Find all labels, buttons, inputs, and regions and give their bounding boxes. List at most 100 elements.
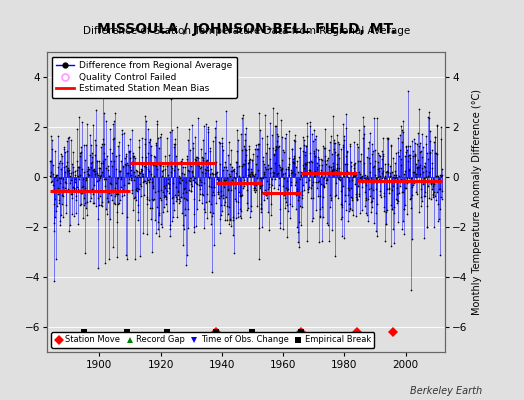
Point [272,138,281,144]
Point [179,164,187,170]
Point [152,162,160,169]
Point [171,192,179,198]
Point [430,188,438,195]
Point [69,169,77,175]
Point [405,175,413,182]
Point [67,177,75,184]
Point [56,157,64,164]
Point [84,163,93,170]
Point [148,249,157,255]
Point [153,204,161,210]
Point [245,143,254,150]
Point [81,157,90,163]
Point [309,178,318,185]
Point [372,186,380,192]
Point [172,214,181,220]
Point [417,194,425,200]
Point [231,196,239,202]
Point [51,172,60,178]
Point [327,132,335,139]
Point [130,256,139,262]
Point [400,206,408,212]
Point [92,187,100,193]
Point [189,144,198,151]
Point [275,162,283,168]
Point [343,168,352,174]
Point [63,148,71,154]
Point [328,227,336,233]
Point [108,244,117,250]
Point [122,256,130,262]
Point [233,137,242,144]
Point [289,158,298,165]
Point [199,136,208,143]
Point [250,187,258,194]
Point [357,177,365,184]
Point [144,126,152,132]
Point [292,179,300,185]
Point [50,201,58,207]
Point [66,180,74,186]
Point [320,183,329,189]
Point [252,142,260,148]
Point [156,195,164,202]
Point [59,184,68,190]
Point [409,153,417,159]
Point [380,193,388,199]
Point [327,195,335,201]
Point [420,164,429,170]
Point [424,172,433,179]
Point [245,156,253,163]
Point [369,115,378,121]
Point [213,169,221,175]
Point [285,128,293,135]
Point [222,194,230,200]
Point [178,242,187,249]
Point [112,180,121,186]
Point [187,188,195,194]
Point [155,212,163,218]
Point [162,208,171,214]
Point [136,252,145,259]
Point [253,203,261,209]
Point [428,165,436,171]
Point [131,194,139,200]
Point [286,201,294,207]
Point [72,187,80,193]
Point [230,174,238,180]
Point [108,189,117,195]
Point [115,200,123,206]
Point [133,188,141,194]
Point [378,170,387,176]
Point [74,176,83,182]
Point [330,136,339,143]
Point [310,127,318,133]
Point [433,151,441,157]
Point [150,161,158,168]
Point [141,177,149,184]
Point [86,197,94,204]
Point [239,111,247,118]
Point [413,165,422,172]
Point [308,217,316,224]
Point [208,192,216,198]
Point [106,192,115,198]
Point [83,171,92,177]
Point [430,224,438,231]
Point [123,170,132,176]
Point [315,162,324,168]
Point [69,185,78,191]
Point [263,195,271,202]
Point [342,153,351,159]
Point [427,181,435,188]
Point [334,195,343,202]
Point [255,141,264,147]
Point [80,202,88,208]
Point [50,227,58,234]
Point [333,131,341,138]
Point [316,206,324,212]
Point [84,166,92,172]
Point [230,250,238,257]
Point [361,178,369,185]
Point [163,172,172,178]
